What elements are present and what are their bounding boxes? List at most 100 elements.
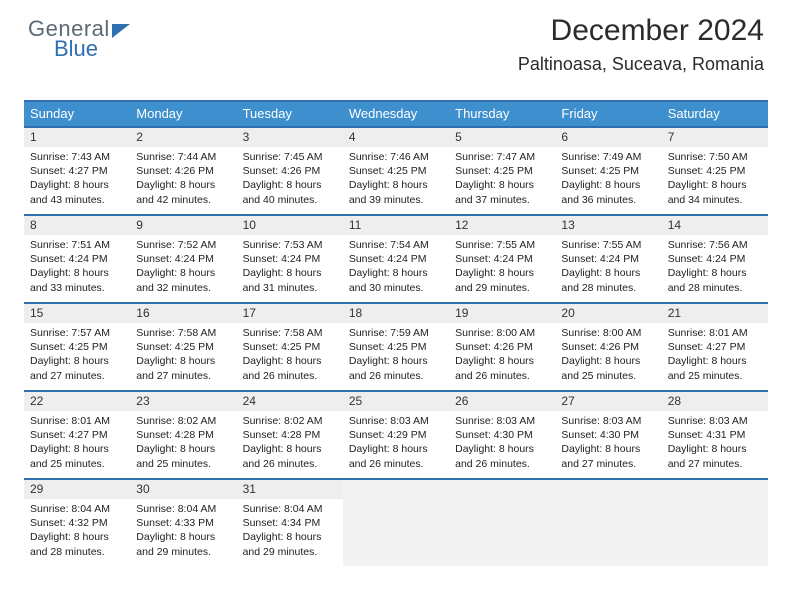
sunset-text: Sunset: 4:24 PM [136, 252, 230, 266]
daylight-text-1: Daylight: 8 hours [243, 266, 337, 280]
day-cell: 4Sunrise: 7:46 AMSunset: 4:25 PMDaylight… [343, 128, 449, 214]
daylight-text-1: Daylight: 8 hours [30, 354, 124, 368]
daylight-text-2: and 26 minutes. [455, 457, 549, 471]
sunrise-text: Sunrise: 8:03 AM [561, 414, 655, 428]
sunrise-text: Sunrise: 8:04 AM [30, 502, 124, 516]
logo: General Blue [28, 18, 130, 60]
day-number: 6 [555, 128, 661, 147]
daylight-text-2: and 29 minutes. [455, 281, 549, 295]
daylight-text-1: Daylight: 8 hours [455, 442, 549, 456]
weekday-header-row: SundayMondayTuesdayWednesdayThursdayFrid… [24, 102, 768, 126]
day-cell: 18Sunrise: 7:59 AMSunset: 4:25 PMDayligh… [343, 304, 449, 390]
day-body: Sunrise: 8:03 AMSunset: 4:30 PMDaylight:… [449, 411, 555, 477]
sunset-text: Sunset: 4:25 PM [561, 164, 655, 178]
day-body: Sunrise: 7:57 AMSunset: 4:25 PMDaylight:… [24, 323, 130, 389]
daylight-text-1: Daylight: 8 hours [668, 266, 762, 280]
daylight-text-2: and 29 minutes. [136, 545, 230, 559]
daylight-text-2: and 26 minutes. [243, 369, 337, 383]
daylight-text-1: Daylight: 8 hours [668, 178, 762, 192]
sunrise-text: Sunrise: 8:02 AM [136, 414, 230, 428]
daylight-text-1: Daylight: 8 hours [349, 354, 443, 368]
sunset-text: Sunset: 4:33 PM [136, 516, 230, 530]
day-body: Sunrise: 8:04 AMSunset: 4:34 PMDaylight:… [237, 499, 343, 565]
daylight-text-2: and 40 minutes. [243, 193, 337, 207]
logo-text: General Blue [28, 18, 130, 60]
sunrise-text: Sunrise: 8:02 AM [243, 414, 337, 428]
sunset-text: Sunset: 4:26 PM [455, 340, 549, 354]
daylight-text-2: and 39 minutes. [349, 193, 443, 207]
logo-line2: Blue [54, 38, 130, 60]
week-row: 1Sunrise: 7:43 AMSunset: 4:27 PMDaylight… [24, 126, 768, 214]
sunrise-text: Sunrise: 8:04 AM [136, 502, 230, 516]
daylight-text-1: Daylight: 8 hours [349, 178, 443, 192]
day-cell: 12Sunrise: 7:55 AMSunset: 4:24 PMDayligh… [449, 216, 555, 302]
daylight-text-2: and 27 minutes. [561, 457, 655, 471]
day-cell: 22Sunrise: 8:01 AMSunset: 4:27 PMDayligh… [24, 392, 130, 478]
day-number: 27 [555, 392, 661, 411]
daylight-text-1: Daylight: 8 hours [30, 530, 124, 544]
day-number: 21 [662, 304, 768, 323]
day-body: Sunrise: 8:00 AMSunset: 4:26 PMDaylight:… [555, 323, 661, 389]
sunrise-text: Sunrise: 7:56 AM [668, 238, 762, 252]
sunrise-text: Sunrise: 8:01 AM [30, 414, 124, 428]
day-body: Sunrise: 7:44 AMSunset: 4:26 PMDaylight:… [130, 147, 236, 213]
daylight-text-2: and 25 minutes. [30, 457, 124, 471]
daylight-text-1: Daylight: 8 hours [349, 442, 443, 456]
day-number: 13 [555, 216, 661, 235]
day-number: 30 [130, 480, 236, 499]
day-number: 5 [449, 128, 555, 147]
day-body: Sunrise: 8:02 AMSunset: 4:28 PMDaylight:… [237, 411, 343, 477]
daylight-text-2: and 25 minutes. [136, 457, 230, 471]
day-number: 12 [449, 216, 555, 235]
day-body: Sunrise: 7:51 AMSunset: 4:24 PMDaylight:… [24, 235, 130, 301]
daylight-text-1: Daylight: 8 hours [561, 178, 655, 192]
daylight-text-2: and 28 minutes. [668, 281, 762, 295]
sunrise-text: Sunrise: 7:47 AM [455, 150, 549, 164]
daylight-text-1: Daylight: 8 hours [668, 354, 762, 368]
sunrise-text: Sunrise: 8:04 AM [243, 502, 337, 516]
daylight-text-1: Daylight: 8 hours [30, 266, 124, 280]
day-number: 20 [555, 304, 661, 323]
day-cell: 8Sunrise: 7:51 AMSunset: 4:24 PMDaylight… [24, 216, 130, 302]
day-number: 8 [24, 216, 130, 235]
day-number: 31 [237, 480, 343, 499]
sunrise-text: Sunrise: 7:44 AM [136, 150, 230, 164]
day-cell: 24Sunrise: 8:02 AMSunset: 4:28 PMDayligh… [237, 392, 343, 478]
day-body: Sunrise: 7:58 AMSunset: 4:25 PMDaylight:… [237, 323, 343, 389]
day-body: Sunrise: 7:46 AMSunset: 4:25 PMDaylight:… [343, 147, 449, 213]
day-number: 2 [130, 128, 236, 147]
daylight-text-1: Daylight: 8 hours [455, 178, 549, 192]
day-cell: 25Sunrise: 8:03 AMSunset: 4:29 PMDayligh… [343, 392, 449, 478]
day-body: Sunrise: 8:04 AMSunset: 4:33 PMDaylight:… [130, 499, 236, 565]
daylight-text-2: and 27 minutes. [136, 369, 230, 383]
day-number: 4 [343, 128, 449, 147]
daylight-text-2: and 31 minutes. [243, 281, 337, 295]
daylight-text-1: Daylight: 8 hours [136, 266, 230, 280]
day-body: Sunrise: 8:02 AMSunset: 4:28 PMDaylight:… [130, 411, 236, 477]
sunset-text: Sunset: 4:30 PM [455, 428, 549, 442]
daylight-text-1: Daylight: 8 hours [30, 178, 124, 192]
daylight-text-1: Daylight: 8 hours [349, 266, 443, 280]
sunset-text: Sunset: 4:25 PM [349, 164, 443, 178]
daylight-text-2: and 32 minutes. [136, 281, 230, 295]
sunset-text: Sunset: 4:25 PM [455, 164, 549, 178]
sunset-text: Sunset: 4:31 PM [668, 428, 762, 442]
sunrise-text: Sunrise: 7:53 AM [243, 238, 337, 252]
day-number: 15 [24, 304, 130, 323]
day-cell: 30Sunrise: 8:04 AMSunset: 4:33 PMDayligh… [130, 480, 236, 566]
day-cell: 9Sunrise: 7:52 AMSunset: 4:24 PMDaylight… [130, 216, 236, 302]
day-body: Sunrise: 7:56 AMSunset: 4:24 PMDaylight:… [662, 235, 768, 301]
day-cell: 13Sunrise: 7:55 AMSunset: 4:24 PMDayligh… [555, 216, 661, 302]
day-cell: 11Sunrise: 7:54 AMSunset: 4:24 PMDayligh… [343, 216, 449, 302]
day-body: Sunrise: 7:54 AMSunset: 4:24 PMDaylight:… [343, 235, 449, 301]
day-body: Sunrise: 7:49 AMSunset: 4:25 PMDaylight:… [555, 147, 661, 213]
daylight-text-2: and 26 minutes. [349, 369, 443, 383]
sunset-text: Sunset: 4:26 PM [243, 164, 337, 178]
daylight-text-2: and 28 minutes. [561, 281, 655, 295]
page-title: December 2024 [518, 14, 764, 48]
daylight-text-2: and 27 minutes. [668, 457, 762, 471]
daylight-text-1: Daylight: 8 hours [243, 354, 337, 368]
day-cell: 31Sunrise: 8:04 AMSunset: 4:34 PMDayligh… [237, 480, 343, 566]
day-number: 14 [662, 216, 768, 235]
sunset-text: Sunset: 4:27 PM [30, 164, 124, 178]
